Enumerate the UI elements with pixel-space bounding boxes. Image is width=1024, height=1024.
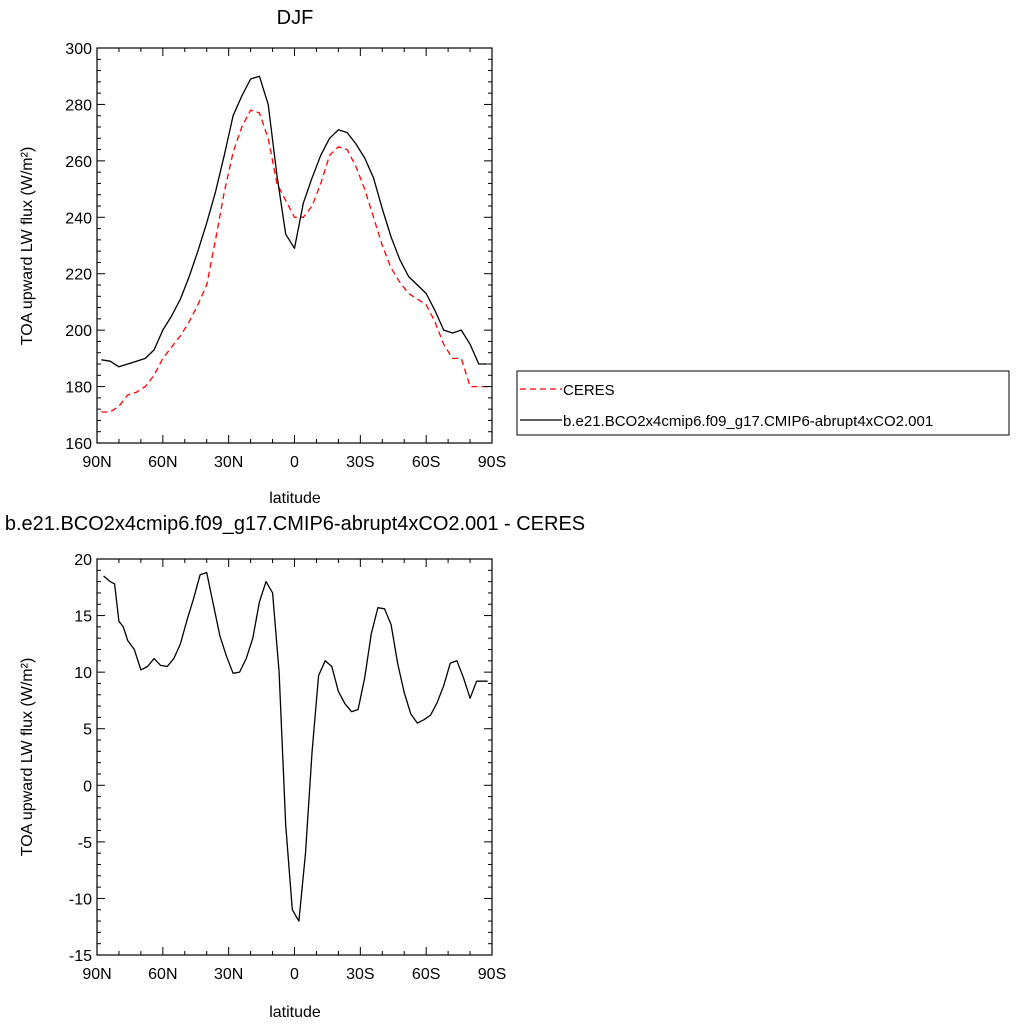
top-series-line-1 bbox=[101, 75, 488, 368]
top-x-tick-label: 30S bbox=[346, 454, 374, 471]
top-y-tick-label: 260 bbox=[65, 154, 92, 171]
bottom-lines-group bbox=[103, 571, 488, 922]
bottom-panel: b.e21.BCO2x4cmip6.f09_g17.CMIP6-abrupt4x… bbox=[5, 513, 585, 1021]
top-series-line-0 bbox=[101, 109, 488, 413]
bottom-x-tick-label: 60S bbox=[412, 966, 440, 983]
top-x-tick-label: 30N bbox=[214, 454, 243, 471]
top-x-tick-label: 60N bbox=[148, 454, 177, 471]
top-y-tick-label: 160 bbox=[65, 436, 92, 453]
bottom-x-tick-label: 30N bbox=[214, 966, 243, 983]
top-panel: DJF 90N 60N 30N 0 30S 60S 90S 160 180 200 220 240 26… bbox=[19, 7, 506, 507]
bottom-y-tick-label: 20 bbox=[74, 552, 92, 569]
bottom-x-tick-label: 90N bbox=[82, 966, 111, 983]
top-axis-ticks: 90N 60N 30N 0 30S 60S 90S 160 180 200 220 240 260 280… bbox=[65, 41, 506, 471]
top-x-tick-label: 0 bbox=[290, 454, 299, 471]
legend-label-ceres: CERES bbox=[563, 382, 615, 399]
bottom-plot-frame bbox=[96, 558, 493, 956]
top-lines-group bbox=[101, 75, 488, 413]
bottom-y-tick-label: -5 bbox=[78, 835, 92, 852]
legend-label-model: b.e21.BCO2x4cmip6.f09_g17.CMIP6-abrupt4x… bbox=[563, 413, 933, 430]
bottom-y-tick-label: 15 bbox=[74, 609, 92, 626]
top-y-tick-label: 180 bbox=[65, 380, 92, 397]
bottom-x-tick-label: 90S bbox=[478, 966, 506, 983]
top-y-tick-label: 240 bbox=[65, 210, 92, 227]
bottom-series-line-0 bbox=[103, 571, 488, 922]
top-x-tick-label: 90S bbox=[478, 454, 506, 471]
bottom-title: b.e21.BCO2x4cmip6.f09_g17.CMIP6-abrupt4x… bbox=[5, 513, 585, 535]
bottom-y-tick-label: 10 bbox=[74, 665, 92, 682]
bottom-axis-ticks: 90N 60N 30N 0 30S 60S 90S -15 -10 -5 0 5 10 15 20 bbox=[69, 552, 506, 983]
legend-box bbox=[516, 370, 1010, 436]
bottom-y-tick-label: -10 bbox=[69, 891, 92, 908]
bottom-x-tick-label: 30S bbox=[346, 966, 374, 983]
bottom-x-axis-label: latitude bbox=[269, 1004, 321, 1021]
top-title: DJF bbox=[277, 7, 314, 29]
bottom-y-tick-label: 5 bbox=[83, 722, 92, 739]
bottom-y-tick-label: 0 bbox=[83, 778, 92, 795]
bottom-x-tick-label: 60N bbox=[148, 966, 177, 983]
bottom-y-tick-label: -15 bbox=[69, 948, 92, 965]
top-x-tick-label: 60S bbox=[412, 454, 440, 471]
top-y-axis-label: TOA upward LW flux (W/m²) bbox=[19, 147, 36, 346]
top-y-tick-label: 200 bbox=[65, 323, 92, 340]
bottom-y-axis-label: TOA upward LW flux (W/m²) bbox=[19, 658, 36, 857]
bottom-x-tick-label: 0 bbox=[290, 966, 299, 983]
top-x-axis-label: latitude bbox=[269, 490, 321, 507]
top-y-tick-label: 300 bbox=[65, 41, 92, 58]
top-y-tick-label: 220 bbox=[65, 267, 92, 284]
top-x-tick-label: 90N bbox=[82, 454, 111, 471]
legend: CERES b.e21.BCO2x4cmip6.f09_g17.CMIP6-ab… bbox=[516, 370, 1010, 436]
top-y-tick-label: 280 bbox=[65, 97, 92, 114]
